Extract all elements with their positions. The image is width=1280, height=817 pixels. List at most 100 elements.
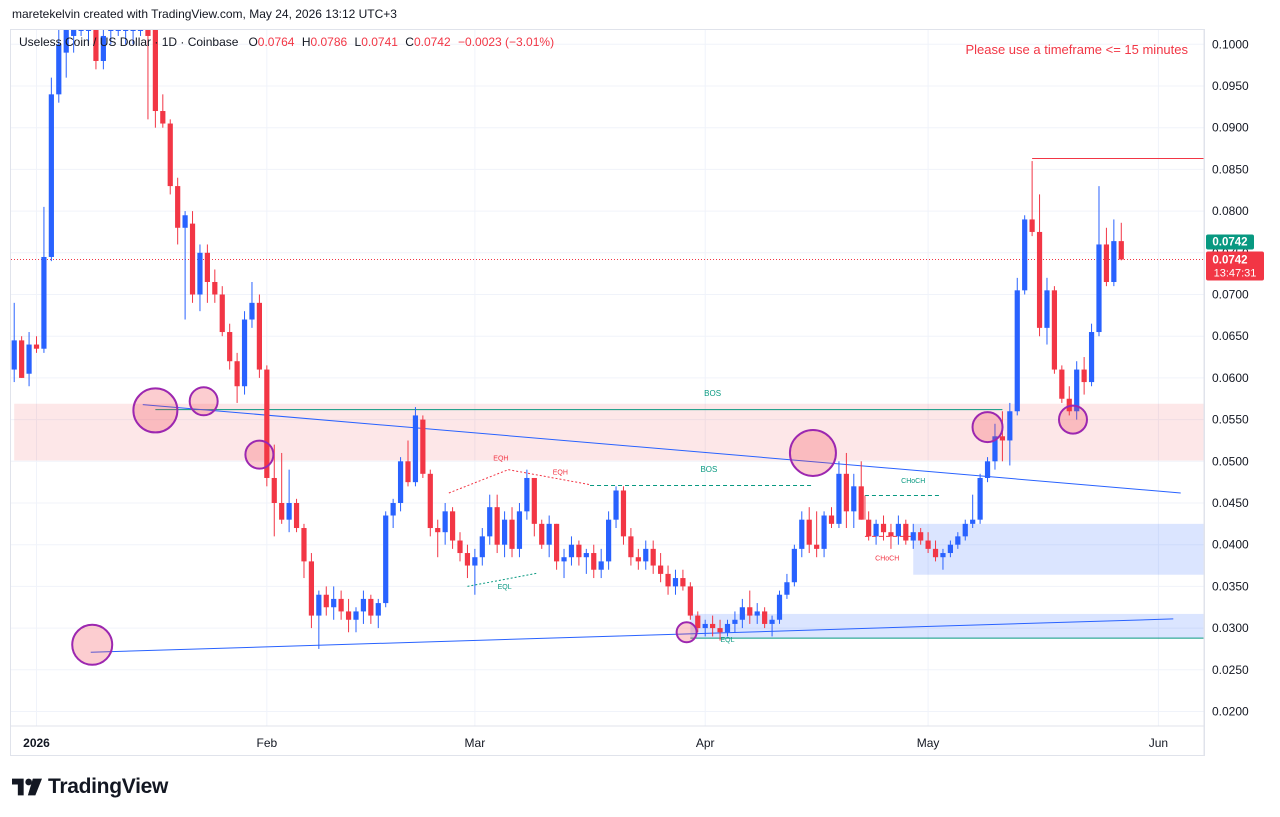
candle-body: [591, 553, 597, 570]
candle: [1103, 227, 1110, 287]
candle: [561, 548, 567, 579]
candle-body: [449, 511, 456, 541]
candle-body: [427, 473, 433, 529]
candle: [1118, 222, 1124, 261]
timeframe-warning: Please use a timeframe <= 15 minutes: [965, 42, 1188, 57]
candle-body: [1081, 369, 1087, 383]
candle-body: [546, 523, 552, 545]
candle-body: [1066, 398, 1072, 412]
y-tick-label: 0.0250: [1212, 663, 1249, 677]
candle-body: [204, 252, 210, 282]
candle-body: [531, 477, 537, 524]
candle: [1044, 277, 1050, 345]
y-tick-label: 0.0650: [1212, 329, 1249, 343]
candle-body: [620, 490, 627, 537]
candle-body: [345, 611, 352, 620]
legend-high-label: H: [301, 35, 311, 49]
candle: [702, 619, 708, 637]
highlight-circle: [1057, 404, 1088, 435]
candle: [1007, 402, 1013, 466]
tradingview-brand[interactable]: TradingView: [12, 775, 168, 799]
candle: [375, 598, 381, 629]
candle-body: [754, 611, 760, 616]
candle-body: [308, 561, 315, 616]
candle: [301, 523, 307, 579]
countdown-text: 13:47:31: [1214, 267, 1257, 279]
candle-body: [873, 523, 879, 537]
candle: [925, 532, 931, 554]
candle: [227, 323, 233, 370]
candle: [383, 511, 389, 608]
candle-body: [680, 578, 686, 587]
candle-body: [338, 598, 344, 612]
candle: [182, 211, 188, 320]
candle-body: [992, 436, 998, 462]
candle-body: [516, 511, 523, 549]
candle: [1066, 386, 1072, 416]
candle-body: [279, 503, 285, 520]
candle-body: [293, 503, 300, 529]
candle: [390, 498, 396, 529]
candle: [970, 494, 976, 529]
candle: [918, 528, 924, 545]
candle-body: [331, 598, 337, 608]
candle-body: [554, 523, 560, 562]
trendline: [90, 618, 1174, 653]
eqh-line: [508, 469, 591, 486]
candle: [910, 523, 916, 549]
symbol-legend[interactable]: Useless Coin / US Dollar · 1D · Coinbase…: [19, 35, 558, 49]
candle-body: [78, 30, 84, 31]
candle-body: [249, 302, 255, 320]
candle-body: [932, 548, 939, 558]
candle: [33, 336, 40, 353]
candle-body: [264, 369, 270, 478]
candle: [591, 544, 597, 579]
legend-open: 0.0764: [257, 35, 295, 49]
candle: [331, 586, 337, 620]
candle: [999, 411, 1005, 462]
candle-body: [93, 30, 99, 61]
candle-body: [189, 223, 196, 295]
candle-body: [606, 519, 612, 562]
candle: [947, 540, 953, 558]
candle: [940, 548, 946, 570]
candle-body: [487, 507, 493, 537]
candle-body: [1118, 241, 1124, 260]
y-tick-label: 0.0200: [1212, 705, 1249, 719]
candle: [85, 30, 92, 45]
candle-body: [613, 490, 619, 520]
x-tick-label: Apr: [696, 736, 715, 750]
candle: [241, 311, 248, 395]
candle-body: [197, 252, 203, 295]
candle: [628, 528, 634, 566]
structure-label: CHoCH: [875, 556, 899, 563]
candle-body: [568, 544, 575, 558]
candle-body: [524, 477, 530, 512]
candle-body: [791, 548, 797, 583]
gridlines: [11, 30, 1204, 726]
legend-symbol: Useless Coin / US Dollar · 1D · Coinbase: [19, 35, 239, 49]
candle: [1096, 186, 1102, 337]
candle: [568, 536, 575, 566]
candle-body: [108, 30, 114, 31]
y-tick-label: 0.0900: [1212, 121, 1249, 135]
candle-body: [687, 586, 693, 616]
candle: [576, 540, 582, 566]
candle: [762, 607, 768, 629]
candle-body: [658, 565, 664, 574]
candle: [78, 30, 84, 36]
chart-attribution: maretekelvin created with TradingView.co…: [12, 7, 397, 21]
close-price-badge-bg: [1206, 251, 1264, 281]
candle-body: [895, 523, 901, 537]
candle-body: [137, 30, 144, 31]
legend-low: 0.0741: [361, 35, 398, 49]
candle-body: [494, 507, 500, 545]
candle-body: [375, 603, 381, 616]
candle-body: [383, 515, 389, 604]
y-tick-label: 0.0450: [1212, 496, 1249, 510]
candle-body: [806, 519, 812, 545]
candle: [397, 457, 404, 512]
candle: [204, 244, 210, 303]
candle-body: [598, 561, 604, 570]
